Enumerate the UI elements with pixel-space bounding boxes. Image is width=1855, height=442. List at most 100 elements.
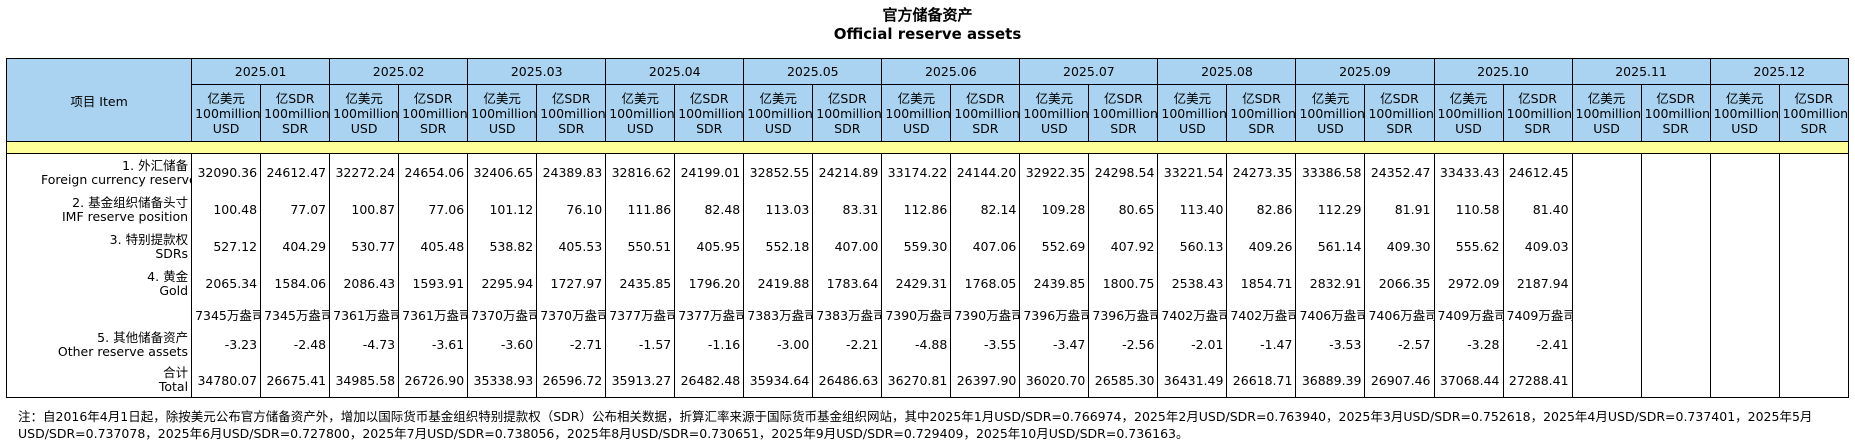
- value-cell: -1.57: [605, 326, 676, 363]
- unit-en: 100million USD: [609, 105, 675, 136]
- value-cell: 81.91: [1364, 191, 1435, 228]
- value-cell: -3.23: [191, 326, 262, 363]
- row-label: 3. 特别提款权 SDRs: [5, 228, 193, 265]
- ounces-row: 7345万盎司 7345万盎司 7361万盎司 7361万盎司 7370万盎司 7370万…: [5, 302, 1850, 326]
- value-cell: 35934.64: [743, 363, 814, 398]
- value-cell: -1.47: [1226, 326, 1297, 363]
- value-cell: 36020.70: [1019, 363, 1090, 398]
- value-cell: 559.30: [881, 228, 952, 265]
- unit-en: 100million SDR: [1230, 105, 1296, 136]
- value-cell: 409.26: [1226, 228, 1297, 265]
- unit-en: 100million SDR: [816, 105, 882, 136]
- value-cell: 26907.46: [1364, 363, 1435, 398]
- value-cell: 33221.54: [1157, 153, 1228, 191]
- unit-en: 100million USD: [885, 105, 951, 136]
- empty-cell: [1778, 228, 1850, 265]
- value-cell: -3.28: [1433, 326, 1504, 363]
- month-header: 2025.07: [1019, 58, 1159, 85]
- month-header: 2025.03: [467, 58, 607, 85]
- unit-cn: 亿美元: [759, 90, 798, 106]
- value-cell: 24612.45: [1502, 153, 1573, 191]
- value-cell: 7402万盎司: [1157, 302, 1228, 326]
- value-cell: 101.12: [467, 191, 538, 228]
- value-cell: 32852.55: [743, 153, 814, 191]
- value-cell: 24352.47: [1364, 153, 1435, 191]
- value-cell: 550.51: [605, 228, 676, 265]
- value-cell: 409.30: [1364, 228, 1435, 265]
- row-label: 4. 黄金 Gold: [5, 265, 193, 302]
- value-cell: 26596.72: [536, 363, 607, 398]
- unit-en: 100million SDR: [954, 105, 1020, 136]
- unit-header: 亿美元 100million USD: [1157, 84, 1228, 142]
- value-cell: 7406万盎司: [1295, 302, 1366, 326]
- label-en: Foreign currency reserves: [41, 171, 192, 187]
- value-cell: 2972.09: [1433, 265, 1504, 302]
- unit-header: 亿SDR 100million SDR: [1226, 84, 1297, 142]
- unit-en: 100million USD: [1161, 105, 1227, 136]
- month-header: 2025.12: [1709, 58, 1850, 85]
- unit-header: 亿SDR 100million SDR: [1778, 84, 1850, 142]
- unit-cn: 亿美元: [1311, 90, 1350, 106]
- value-cell: 560.13: [1157, 228, 1228, 265]
- value-cell: 34780.07: [191, 363, 262, 398]
- unit-header: 亿美元 100million USD: [605, 84, 676, 142]
- label-cn: 2. 基金组织储备头寸: [72, 194, 189, 210]
- value-cell: 113.40: [1157, 191, 1228, 228]
- empty-cell: [1709, 191, 1780, 228]
- data-row: 4. 黄金 Gold 2065.34 1584.06 2086.43 1593.91 229…: [5, 265, 1850, 302]
- unit-en: 100million SDR: [402, 105, 468, 136]
- value-cell: 405.53: [536, 228, 607, 265]
- value-cell: 2429.31: [881, 265, 952, 302]
- month-header: 2025.05: [743, 58, 883, 85]
- unit-header: 亿美元 100million USD: [881, 84, 952, 142]
- unit-cn: 亿美元: [1035, 90, 1074, 106]
- value-cell: 552.18: [743, 228, 814, 265]
- data-row: 1. 外汇储备 Foreign currency reserves 32090.36…: [5, 153, 1850, 191]
- value-cell: 2065.34: [191, 265, 262, 302]
- value-cell: 7361万盎司: [329, 302, 400, 326]
- value-cell: 2419.88: [743, 265, 814, 302]
- empty-cell: [1778, 265, 1850, 302]
- value-cell: 1727.97: [536, 265, 607, 302]
- unit-cn: 亿SDR: [551, 90, 591, 106]
- value-cell: -2.57: [1364, 326, 1435, 363]
- value-cell: -3.47: [1019, 326, 1090, 363]
- title: 官方储备资产: [882, 6, 973, 24]
- label-cn: 1. 外汇储备: [122, 157, 189, 173]
- value-cell: 527.12: [191, 228, 262, 265]
- value-cell: 26486.63: [812, 363, 883, 398]
- unit-en: 100million SDR: [1368, 105, 1434, 136]
- value-cell: 7383万盎司: [743, 302, 814, 326]
- value-cell: 81.40: [1502, 191, 1573, 228]
- value-cell: 2066.35: [1364, 265, 1435, 302]
- value-cell: 538.82: [467, 228, 538, 265]
- label-en: Total: [158, 379, 189, 394]
- unit-en: 100million SDR: [1782, 105, 1849, 136]
- value-cell: 407.92: [1088, 228, 1159, 265]
- value-cell: 82.48: [674, 191, 745, 228]
- unit-cn: 亿SDR: [827, 90, 867, 106]
- separator-row: [6, 141, 1849, 154]
- value-cell: 32922.35: [1019, 153, 1090, 191]
- value-cell: 35338.93: [467, 363, 538, 398]
- value-cell: 24298.54: [1088, 153, 1159, 191]
- value-cell: 33386.58: [1295, 153, 1366, 191]
- value-cell: 33433.43: [1433, 153, 1504, 191]
- value-cell: 405.48: [398, 228, 469, 265]
- value-cell: -2.41: [1502, 326, 1573, 363]
- value-cell: 109.28: [1019, 191, 1090, 228]
- value-cell: 7370万盎司: [467, 302, 538, 326]
- empty-cell: [1640, 191, 1711, 228]
- value-cell: 2832.91: [1295, 265, 1366, 302]
- value-cell: 552.69: [1019, 228, 1090, 265]
- unit-cn: 亿SDR: [1380, 90, 1419, 106]
- value-cell: 407.00: [812, 228, 883, 265]
- value-cell: 1593.91: [398, 265, 469, 302]
- month-header: 2025.10: [1433, 58, 1573, 85]
- value-cell: 100.48: [191, 191, 262, 228]
- month-header: 2025.09: [1295, 58, 1435, 85]
- value-cell: -3.61: [398, 326, 469, 363]
- value-cell: 7383万盎司: [812, 302, 883, 326]
- value-cell: 32816.62: [605, 153, 676, 191]
- empty-cell: [1709, 326, 1780, 363]
